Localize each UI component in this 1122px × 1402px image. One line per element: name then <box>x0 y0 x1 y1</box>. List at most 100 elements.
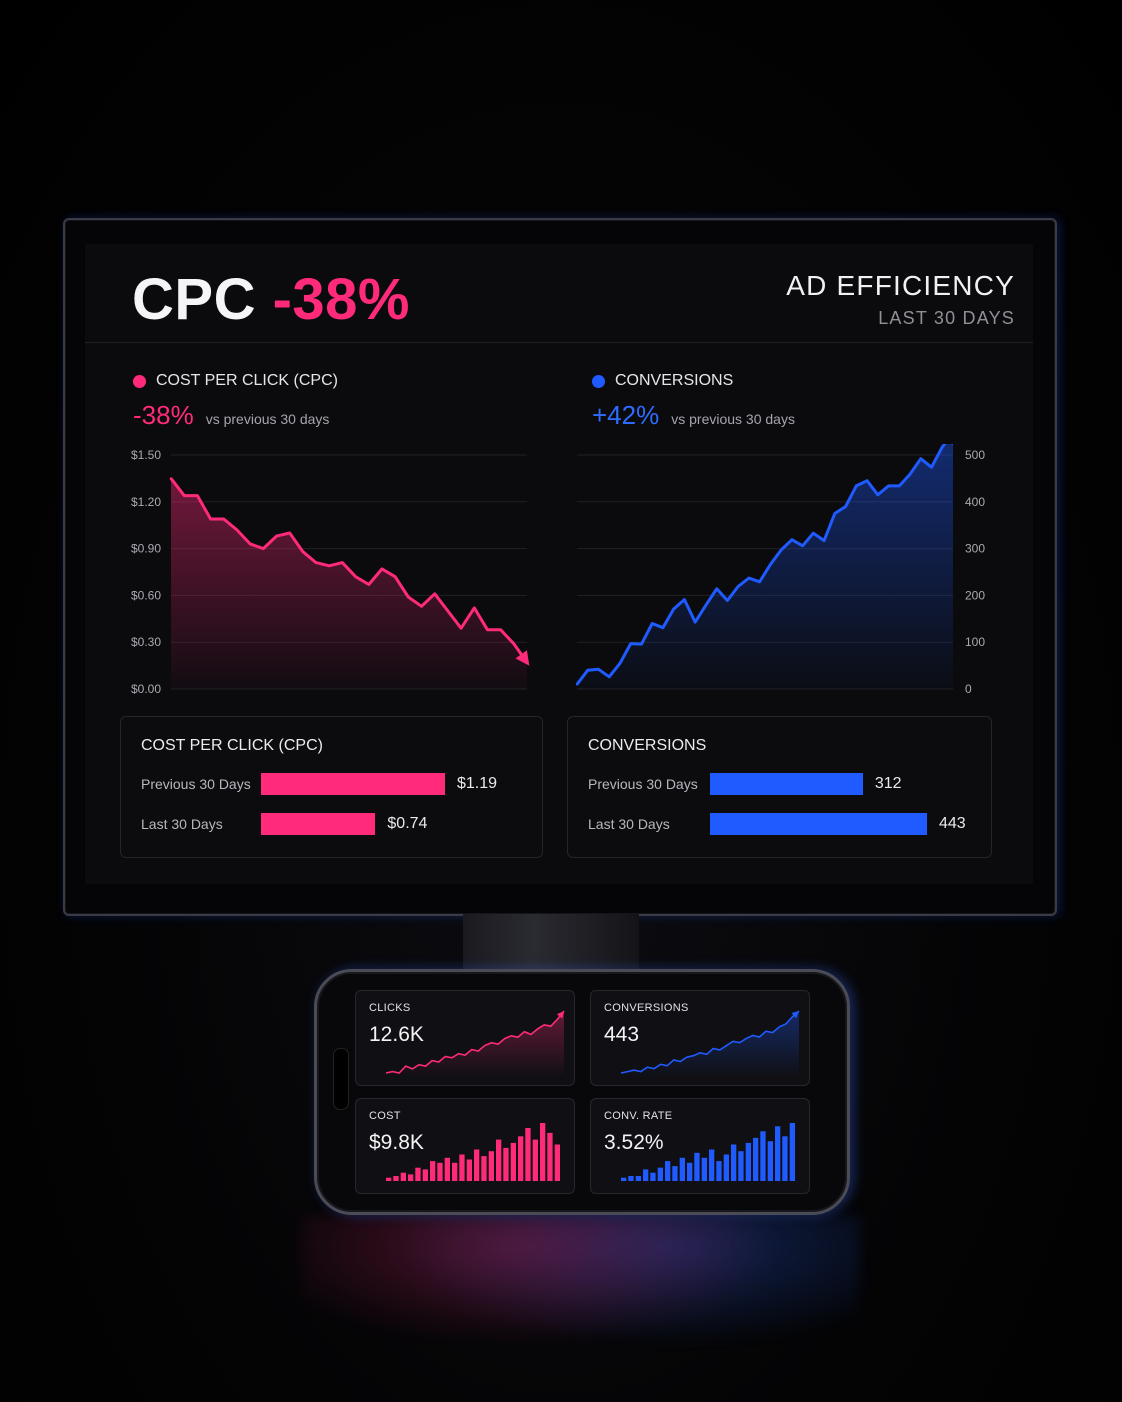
y-tick-label: 100 <box>965 635 985 649</box>
data-point <box>341 561 344 564</box>
bar <box>459 1154 465 1181</box>
data-point <box>651 622 654 625</box>
data-point <box>640 642 643 646</box>
data-point <box>196 494 199 497</box>
bar <box>701 1157 707 1181</box>
cost-bar-chart <box>386 1123 560 1181</box>
tile-clicks[interactable]: CLICKS 12.6K <box>355 990 575 1086</box>
data-point <box>629 642 632 645</box>
cpc-legend-label: COST PER CLICK (CPC) <box>156 372 338 389</box>
data-point <box>262 547 265 550</box>
bar <box>430 1161 436 1181</box>
data-point <box>407 595 410 599</box>
dashboard-title-block: AD EFFICIENCY LAST 30 DAYS <box>786 270 1015 329</box>
conversions-comparison: vs previous 30 days <box>671 411 795 427</box>
data-point <box>919 457 922 460</box>
data-point <box>865 479 869 482</box>
data-point <box>898 484 901 488</box>
bar <box>775 1126 781 1181</box>
monitor: CPC -38% AD EFFICIENCY LAST 30 DAYS COST… <box>63 218 1057 916</box>
bar <box>437 1162 443 1181</box>
data-point <box>736 585 740 588</box>
tile-clicks-label: CLICKS <box>369 1002 411 1014</box>
cpc-row-previous-label: Previous 30 Days <box>141 776 251 792</box>
bar <box>643 1169 649 1181</box>
conv-row-last-label: Last 30 Days <box>588 816 670 832</box>
data-point <box>597 668 600 671</box>
data-point <box>887 484 890 488</box>
series-area <box>577 444 953 689</box>
data-point <box>486 628 489 631</box>
bar <box>621 1177 627 1181</box>
bar <box>665 1161 671 1181</box>
bar <box>745 1142 751 1181</box>
data-point <box>715 587 718 591</box>
data-point <box>367 583 370 586</box>
tile-conv-rate[interactable]: CONV. RATE 3.52% <box>590 1098 810 1194</box>
data-point <box>747 576 751 580</box>
data-point <box>758 580 761 584</box>
tile-conversions-value: 443 <box>604 1023 640 1046</box>
trend-arrowhead <box>515 650 530 666</box>
phone-camera-notch <box>333 1048 349 1110</box>
tile-clicks-value: 12.6K <box>369 1023 424 1046</box>
tile-cost-value: $9.8K <box>369 1131 424 1154</box>
data-point <box>354 575 357 578</box>
cpc-row-previous: Previous 30 Days $1.19 <box>141 773 497 795</box>
y-tick-label: $1.20 <box>131 495 161 509</box>
cpc-bar-last <box>261 813 376 835</box>
bar <box>408 1174 414 1181</box>
y-tick-label: 200 <box>965 588 985 602</box>
data-point <box>801 544 804 547</box>
bar <box>532 1139 538 1181</box>
data-point <box>288 531 291 535</box>
y-tick-label: $0.30 <box>131 635 161 649</box>
y-tick-label: $0.60 <box>131 588 161 602</box>
data-point <box>235 528 239 532</box>
tile-conversions[interactable]: CONVERSIONS 443 <box>590 990 810 1086</box>
cpc-change: -38% <box>133 400 194 430</box>
bar <box>554 1144 560 1181</box>
data-point <box>248 542 252 546</box>
conversions-sparkline <box>620 1010 800 1077</box>
bar <box>422 1169 428 1181</box>
y-tick-label: $1.50 <box>131 448 161 462</box>
pink-dot-icon <box>133 374 146 388</box>
data-point <box>380 567 384 571</box>
bar <box>510 1142 516 1181</box>
trend-arrowhead <box>950 444 953 446</box>
series-area <box>171 478 527 689</box>
tile-conversions-label: CONVERSIONS <box>604 1002 689 1014</box>
data-point <box>844 505 847 508</box>
y-tick-label: 500 <box>965 448 985 462</box>
sparkline-arrowhead <box>791 1011 799 1019</box>
tile-cost[interactable]: COST $9.8K <box>355 1098 575 1194</box>
dashboard-period: LAST 30 DAYS <box>878 308 1015 328</box>
conversions-area-chart: 500 400 300 200 100 0 <box>575 444 985 696</box>
bar <box>503 1147 509 1181</box>
dashboard-title: AD EFFICIENCY <box>786 270 1015 301</box>
bar <box>540 1123 546 1181</box>
y-tick-label: 0 <box>965 682 972 696</box>
cpc-row-last-label: Last 30 Days <box>141 816 223 832</box>
data-point <box>683 598 686 601</box>
bar <box>694 1152 700 1181</box>
y-tick-label: 400 <box>965 495 985 509</box>
y-tick-label: 300 <box>965 542 985 556</box>
bar <box>709 1149 715 1181</box>
cpc-row-previous-value: $1.19 <box>457 775 498 792</box>
cpc-legend: COST PER CLICK (CPC) <box>133 372 338 390</box>
series-line <box>575 444 947 686</box>
headline-metric: CPC <box>132 267 256 332</box>
data-point <box>182 494 186 497</box>
bar <box>474 1149 480 1181</box>
header-divider <box>85 342 1033 343</box>
data-point <box>420 605 423 608</box>
dashboard-screen: CPC -38% AD EFFICIENCY LAST 30 DAYS COST… <box>85 244 1033 884</box>
data-point <box>314 561 318 564</box>
data-point <box>704 604 708 607</box>
blue-dot-icon <box>592 374 605 388</box>
bar <box>760 1131 766 1181</box>
conversions-comparison-panel: CONVERSIONS Previous 30 Days 312 Last 30… <box>567 716 992 858</box>
sparkline-line <box>620 1010 800 1074</box>
